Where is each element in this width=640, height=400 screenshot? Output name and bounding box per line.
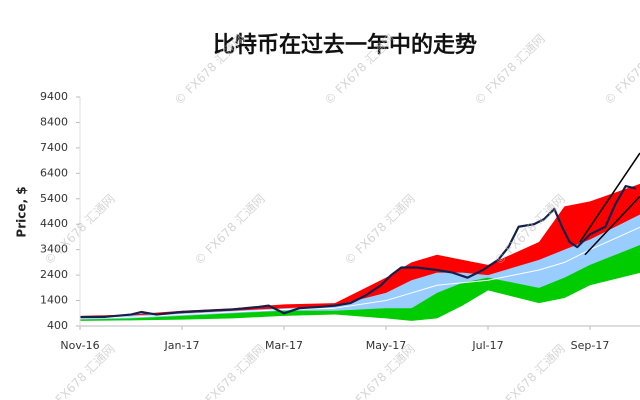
y-tick-label: 400	[47, 319, 68, 332]
band-area	[80, 272, 640, 326]
x-tick-label: Jan-17	[164, 339, 200, 352]
x-tick-label: Mar-17	[265, 339, 303, 352]
y-tick-label: 8400	[40, 115, 68, 128]
x-tick-label: Jul-17	[471, 339, 503, 352]
y-tick-label: 5400	[40, 192, 68, 205]
price-line	[584, 195, 640, 256]
price-line	[80, 184, 637, 319]
x-tick-label: Sep-17	[571, 339, 610, 352]
y-tick-label: 4400	[40, 217, 68, 230]
y-tick-label: 6400	[40, 166, 68, 179]
x-tick-label: May-17	[366, 339, 407, 352]
price-line	[579, 152, 640, 243]
y-tick-label: 2400	[40, 268, 68, 281]
chart-title: 比特币在过去一年中的走势	[213, 32, 477, 58]
y-tick-label: 3400	[40, 243, 68, 256]
price-line	[80, 226, 640, 319]
y-tick-label: 1400	[40, 294, 68, 307]
y-tick-label: 9400	[40, 90, 68, 103]
y-axis-label: Price, $	[15, 186, 29, 237]
plot-area	[80, 152, 640, 326]
y-tick-label: 7400	[40, 141, 68, 154]
x-tick-label: Nov-16	[60, 339, 99, 352]
